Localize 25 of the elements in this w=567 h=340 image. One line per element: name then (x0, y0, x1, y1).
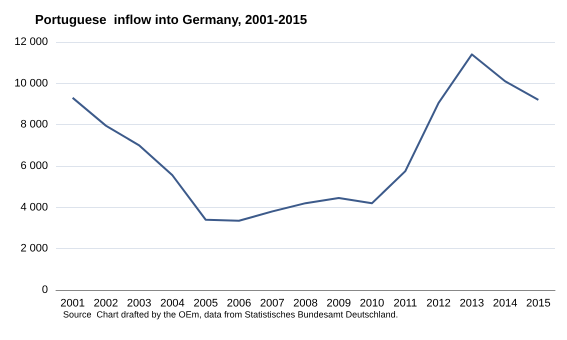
x-tick-label: 2010 (360, 298, 384, 310)
y-tick-label: 6 000 (20, 160, 48, 172)
y-tick-label: 12 000 (14, 36, 48, 48)
x-tick-label: 2009 (326, 298, 352, 310)
x-tick-label: 2005 (193, 298, 218, 310)
x-tick-label: 2004 (160, 298, 185, 310)
y-tick-label: 2 000 (20, 242, 48, 255)
x-tick-label: 2002 (94, 298, 118, 310)
x-tick-label: 2003 (126, 298, 152, 310)
x-tick-label: 2011 (393, 298, 418, 310)
y-tick-label: 8 000 (20, 118, 48, 131)
x-tick-label: 2007 (260, 298, 284, 310)
line-series (72, 53, 540, 222)
x-tick-label: 2006 (226, 298, 252, 310)
x-tick-label: 2013 (460, 298, 484, 310)
x-tick-label: 2008 (293, 298, 318, 310)
x-tick-label: 2015 (526, 298, 551, 310)
source-note: Source Chart drafted by the OEm, data from Statistisches Bundesamt Deutschland. (63, 310, 398, 320)
y-tick-label: 10 000 (14, 77, 48, 90)
y-tick-label: 4 000 (20, 201, 48, 214)
x-tick-label: 2012 (426, 298, 451, 310)
chart-title: Portuguese inflow into Germany, 2001-2015 (35, 12, 308, 27)
y-tick-label: 0 (42, 284, 48, 296)
x-tick-label: 2014 (492, 298, 518, 310)
x-tick-label: 2001 (60, 298, 85, 310)
